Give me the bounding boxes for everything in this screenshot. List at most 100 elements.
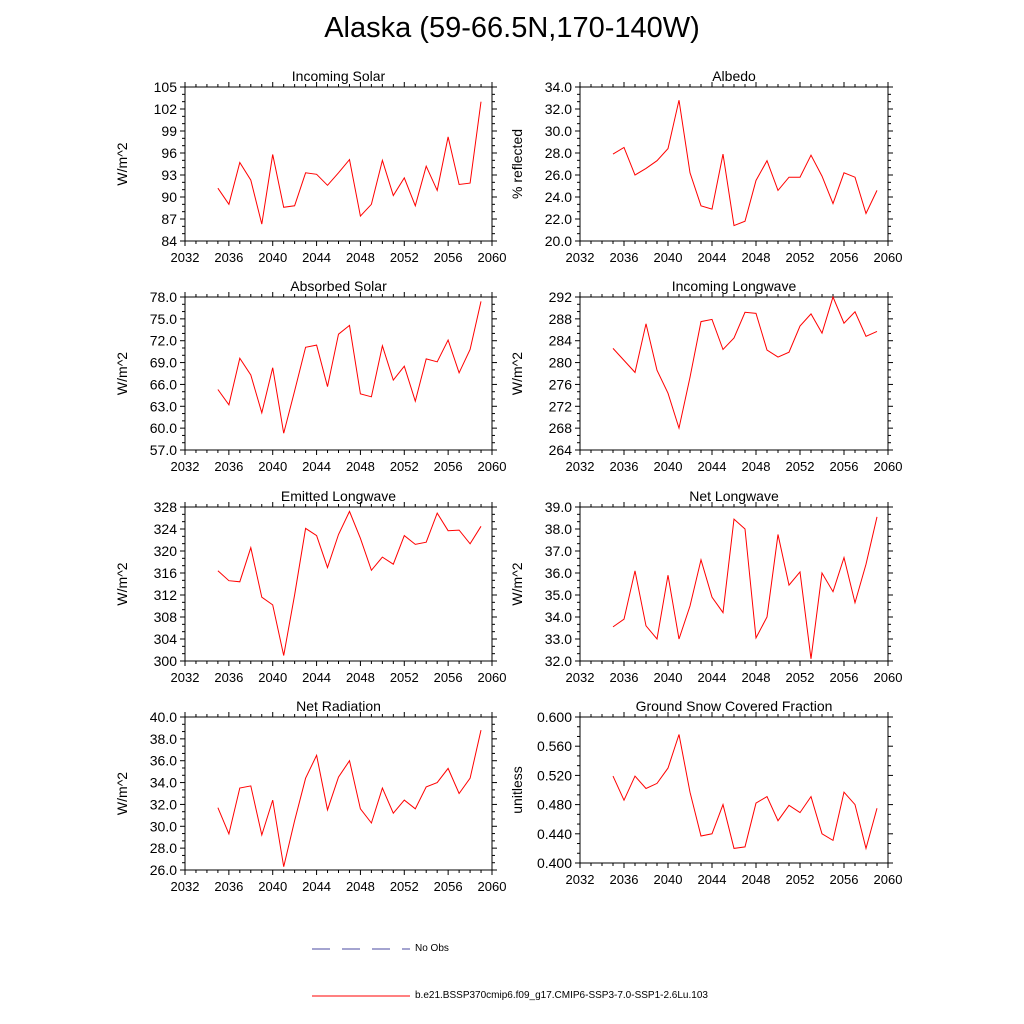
y-tick-label: 276 (549, 376, 573, 392)
y-tick-label: 93 (161, 167, 177, 183)
series-line (217, 301, 482, 434)
x-tick-label: 2044 (302, 879, 331, 894)
y-tick-label: 63.0 (150, 398, 177, 414)
y-axis-label: W/m^2 (114, 562, 130, 605)
y-tick-label: 57.0 (150, 442, 177, 458)
y-tick-label: 26.0 (545, 167, 572, 183)
y-tick-label: 24.0 (545, 189, 572, 205)
y-tick-label: 34.0 (545, 79, 572, 95)
y-tick-label: 0.480 (537, 797, 572, 813)
y-tick-label: 35.0 (545, 587, 572, 603)
x-tick-label: 2044 (302, 670, 331, 685)
x-tick-label: 2036 (610, 250, 639, 265)
x-tick-label: 2052 (390, 459, 419, 474)
y-tick-label: 90 (161, 189, 177, 205)
panel-title: Emitted Longwave (281, 488, 396, 504)
x-tick-label: 2056 (830, 872, 859, 887)
x-tick-label: 2036 (610, 872, 639, 887)
x-tick-label: 2044 (302, 250, 331, 265)
panel-title: Incoming Longwave (672, 278, 797, 294)
y-tick-label: 28.0 (545, 145, 572, 161)
y-tick-label: 0.400 (537, 855, 572, 871)
x-tick-label: 2048 (346, 250, 375, 265)
x-tick-label: 2060 (478, 250, 507, 265)
x-tick-label: 2048 (742, 670, 771, 685)
y-tick-label: 60.0 (150, 420, 177, 436)
x-tick-label: 2048 (742, 872, 771, 887)
plot-frame (579, 716, 889, 864)
x-tick-label: 2032 (566, 670, 595, 685)
x-tick-label: 2048 (742, 459, 771, 474)
x-tick-label: 2032 (171, 670, 200, 685)
y-axis-label: W/m^2 (509, 562, 525, 605)
x-tick-label: 2052 (390, 879, 419, 894)
y-tick-label: 328 (154, 499, 178, 515)
y-tick-label: 20.0 (545, 233, 572, 249)
x-tick-label: 2060 (874, 250, 903, 265)
y-axis-label: W/m^2 (114, 142, 130, 185)
x-tick-label: 2060 (478, 459, 507, 474)
y-tick-label: 84 (161, 233, 177, 249)
panel-5: Emitted Longwave W/m^2 2032 2036 2040 2044 204… (114, 488, 506, 685)
panel-title: Albedo (712, 68, 756, 84)
x-tick-label: 2056 (434, 670, 463, 685)
panel-title: Incoming Solar (292, 68, 386, 84)
x-tick-label: 2040 (654, 872, 683, 887)
legend-model-label: b.e21.BSSP370cmip6.f09_g17.CMIP6-SSP3-7.… (415, 990, 708, 1001)
y-tick-label: 38.0 (150, 731, 177, 747)
panel-6: Net Longwave W/m^2 2032 2036 2040 2044 2048 205… (509, 488, 902, 685)
y-tick-label: 284 (549, 333, 573, 349)
y-tick-label: 34.0 (545, 609, 572, 625)
x-tick-label: 2044 (698, 250, 727, 265)
x-tick-label: 2048 (346, 670, 375, 685)
y-tick-label: 30.0 (150, 818, 177, 834)
x-tick-label: 2032 (171, 250, 200, 265)
y-axis-label: W/m^2 (114, 772, 130, 815)
y-tick-label: 87 (161, 211, 177, 227)
plot-frame (579, 86, 889, 242)
plot-frame (184, 506, 493, 662)
x-tick-label: 2036 (214, 670, 243, 685)
x-tick-label: 2056 (830, 459, 859, 474)
y-tick-label: 292 (549, 289, 573, 305)
plot-frame (579, 296, 889, 451)
panel-2: Albedo % reflected 2032 2036 2040 2044 2048 205… (509, 68, 902, 265)
x-tick-label: 2044 (698, 459, 727, 474)
y-tick-label: 34.0 (150, 775, 177, 791)
y-tick-label: 300 (154, 653, 178, 669)
x-tick-label: 2056 (434, 459, 463, 474)
x-tick-label: 2052 (390, 670, 419, 685)
x-tick-label: 2036 (214, 459, 243, 474)
y-tick-label: 39.0 (545, 499, 572, 515)
x-tick-label: 2044 (698, 872, 727, 887)
y-tick-label: 40.0 (150, 709, 177, 725)
y-tick-label: 22.0 (545, 211, 572, 227)
panel-title: Net Radiation (296, 698, 381, 714)
y-tick-label: 0.600 (537, 709, 572, 725)
panel-1: Incoming Solar W/m^2 2032 2036 2040 2044 2048 2… (114, 68, 506, 265)
x-tick-label: 2052 (786, 459, 815, 474)
x-tick-label: 2040 (654, 459, 683, 474)
series-line (612, 734, 878, 851)
x-tick-label: 2052 (786, 872, 815, 887)
y-axis-label: W/m^2 (114, 352, 130, 395)
series-line (612, 295, 878, 431)
panel-7: Net Radiation W/m^2 2032 2036 2040 2044 2048 20… (114, 698, 506, 894)
y-tick-label: 33.0 (545, 631, 572, 647)
x-tick-label: 2036 (610, 670, 639, 685)
x-tick-label: 2032 (566, 459, 595, 474)
x-tick-label: 2048 (346, 459, 375, 474)
x-tick-label: 2040 (258, 670, 287, 685)
series-line (612, 100, 878, 227)
x-tick-label: 2032 (171, 459, 200, 474)
x-tick-label: 2060 (874, 872, 903, 887)
panel-8: Ground Snow Covered Fraction unitless 2032… (509, 698, 902, 887)
x-tick-label: 2036 (610, 459, 639, 474)
y-tick-label: 280 (549, 355, 573, 371)
x-tick-label: 2060 (874, 459, 903, 474)
y-tick-label: 312 (154, 587, 178, 603)
plot-frame (184, 716, 493, 871)
y-tick-label: 37.0 (545, 543, 572, 559)
x-tick-label: 2040 (654, 250, 683, 265)
